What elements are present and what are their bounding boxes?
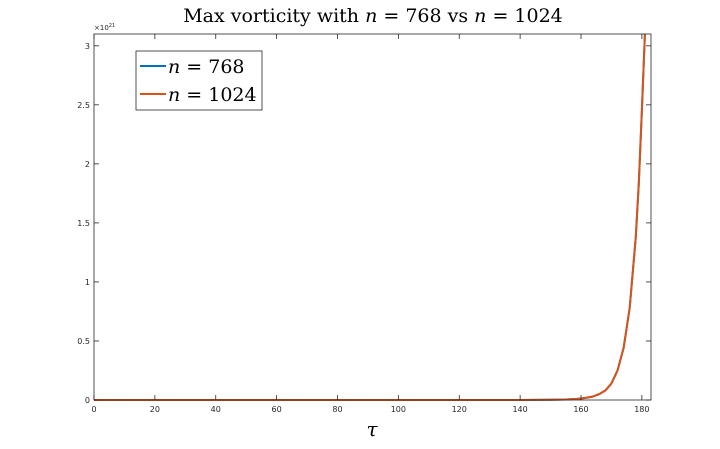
- title-eq-2: = 1024: [486, 5, 562, 27]
- y-tick-label: 2: [85, 160, 90, 169]
- legend-label-n768: n = 768: [168, 56, 245, 78]
- x-tick-label: 180: [634, 405, 649, 414]
- x-tick-label: 160: [573, 405, 588, 414]
- y-tick-label: 0: [85, 396, 90, 405]
- legend-label-n1024: n = 1024: [168, 84, 257, 106]
- x-tick-label: 40: [211, 405, 221, 414]
- title-eq-1: = 768 vs: [377, 5, 474, 27]
- axes-layer: 0 20 40 60 80 100 120 140 160 180 0 0.5 1 1.5 2 2.5 3: [77, 33, 652, 414]
- y-tick-label: 2.5: [77, 101, 90, 110]
- legend-var-n768: n: [168, 56, 180, 78]
- title-var-2: n: [474, 5, 486, 27]
- y-tick-label: 1.5: [77, 219, 90, 228]
- title-var-1: n: [365, 5, 377, 27]
- y-tick-label: 3: [85, 42, 90, 51]
- title-prefix: Max vorticity with: [183, 5, 365, 27]
- x-tick-label: 20: [150, 405, 160, 414]
- y-tick-label: 0.5: [77, 337, 90, 346]
- y-tick-label: 1: [85, 278, 90, 287]
- chart-title: Max vorticity with n = 768 vs n = 1024: [183, 5, 563, 27]
- legend-box: [135, 50, 263, 111]
- x-tick-label: 120: [452, 405, 467, 414]
- x-tick-label: 0: [91, 405, 96, 414]
- y-exponent-base: ×10: [94, 24, 109, 32]
- legend-eq-n768: = 768: [180, 56, 244, 78]
- legend-var-n1024: n: [168, 84, 180, 106]
- y-exponent-label: ×1021: [94, 23, 115, 32]
- legend-eq-n1024: = 1024: [180, 84, 256, 106]
- x-tick-label: 80: [332, 405, 342, 414]
- legend: n = 768 n = 1024: [135, 50, 263, 111]
- y-exponent-power: 21: [109, 23, 115, 29]
- x-axis-label: τ: [366, 417, 378, 441]
- axes-box: [93, 33, 652, 401]
- x-tick-label: 100: [391, 405, 406, 414]
- x-tick-label: 60: [272, 405, 282, 414]
- x-tick-label: 140: [512, 405, 527, 414]
